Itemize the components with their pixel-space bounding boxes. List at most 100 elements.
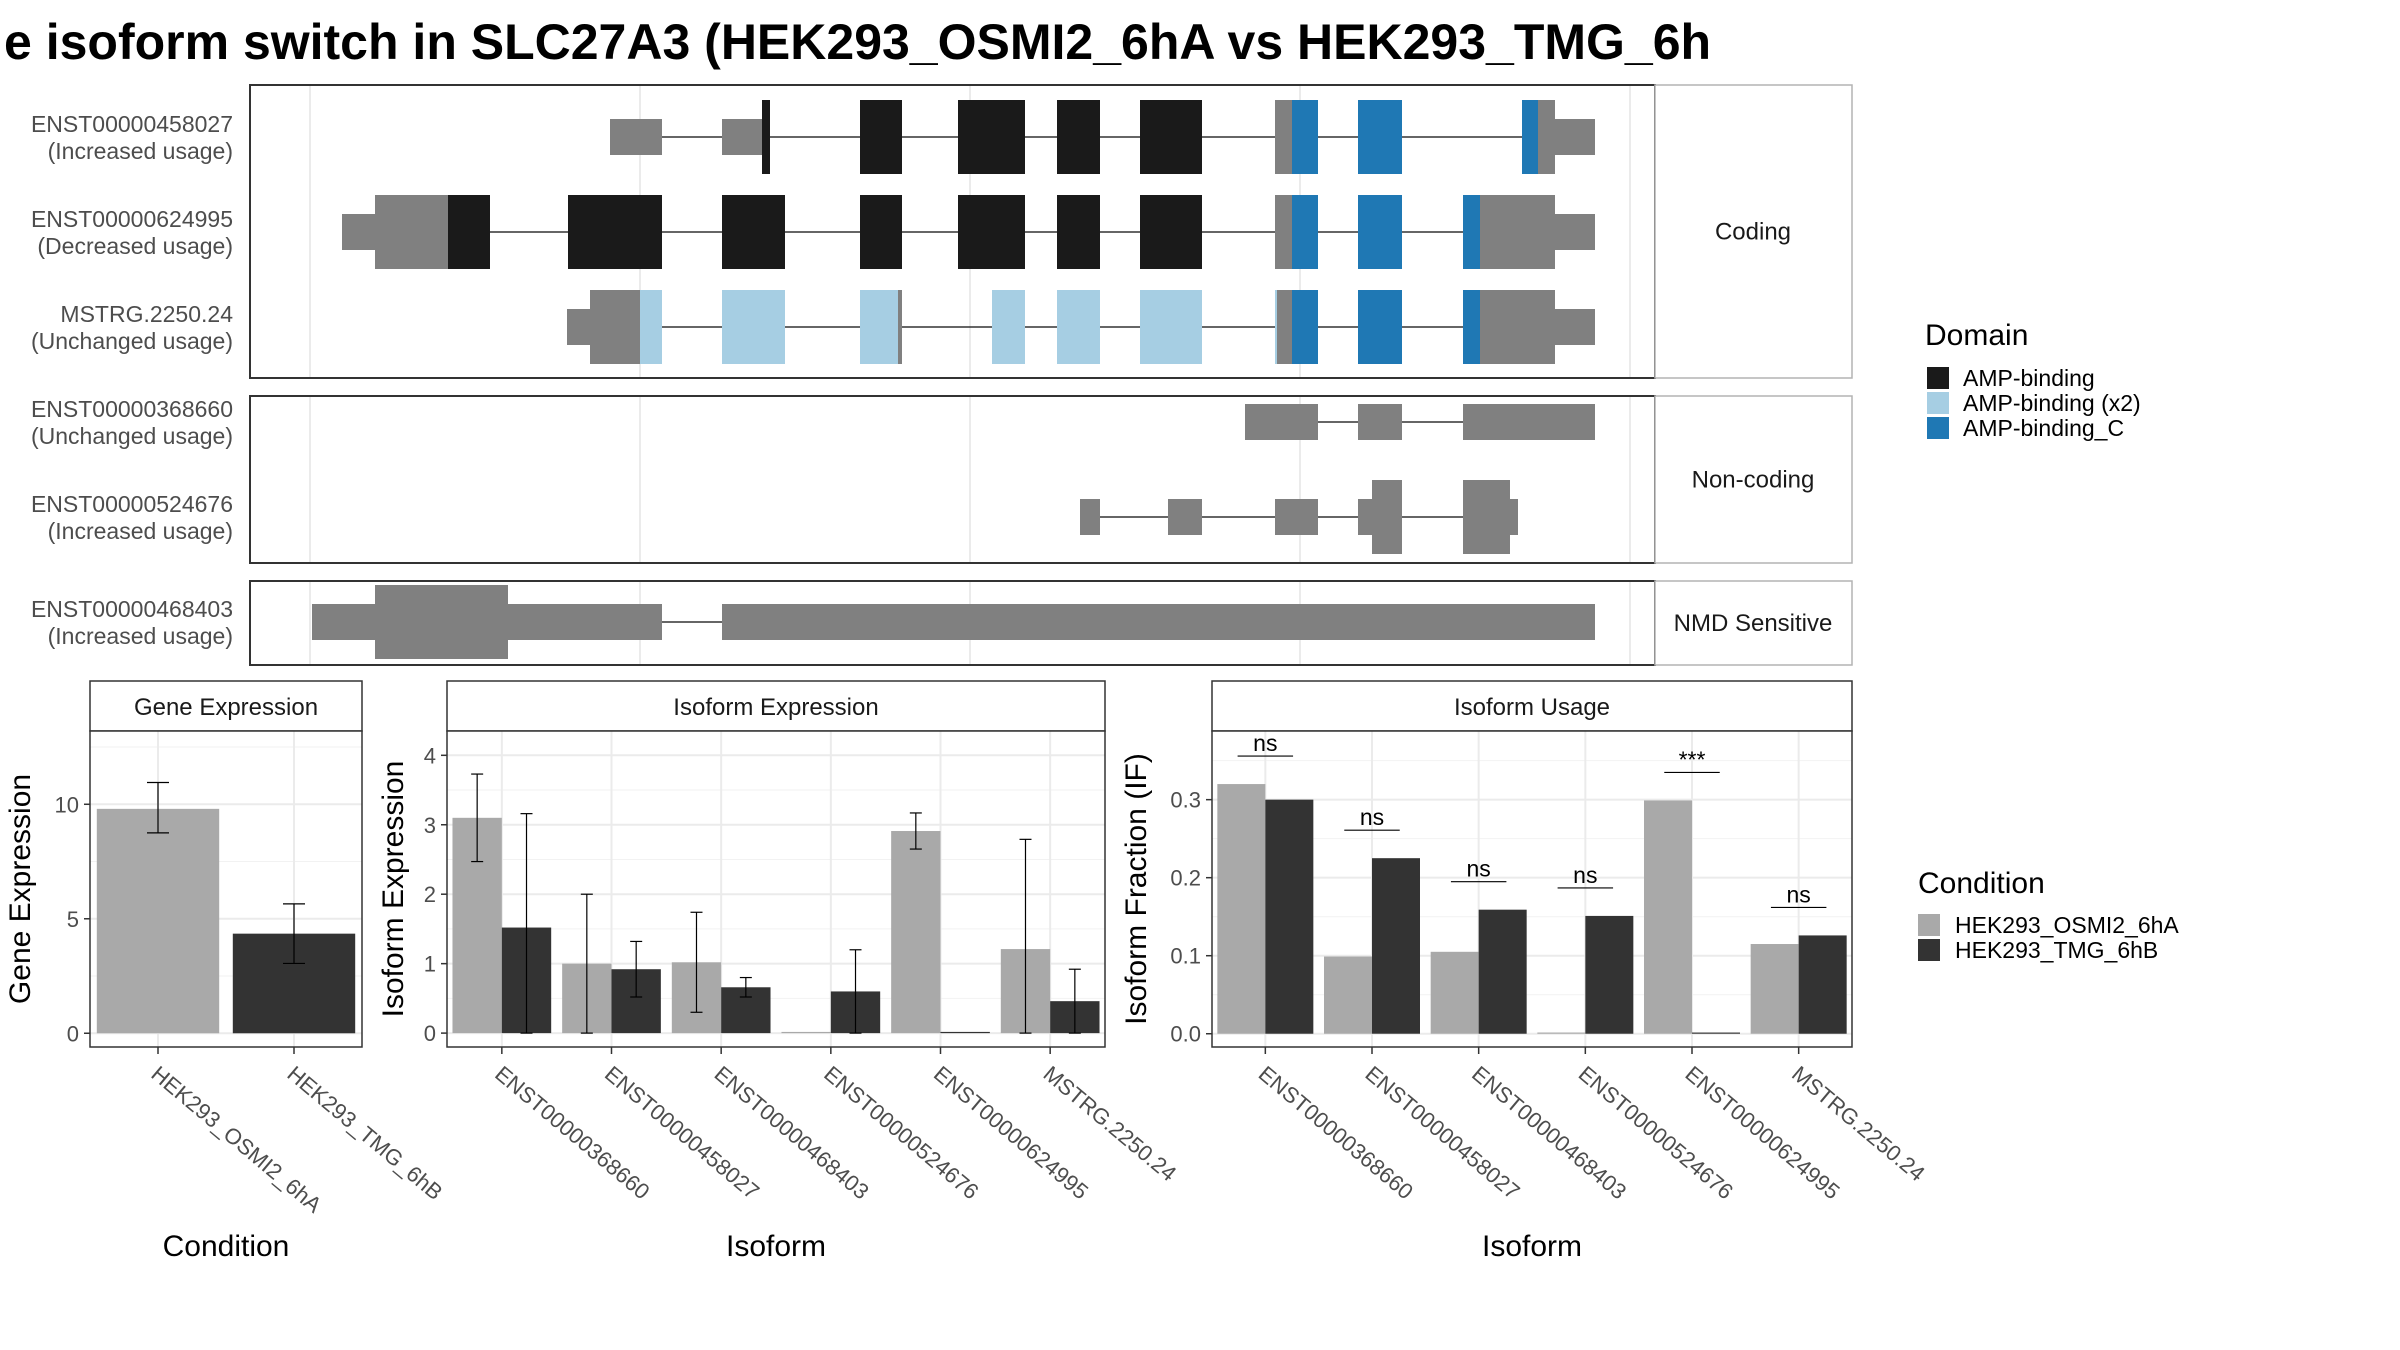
transcript-usage-label: (Decreased usage) xyxy=(37,233,233,259)
exon-block xyxy=(1277,290,1292,364)
bar xyxy=(1798,935,1847,1034)
significance-label: *** xyxy=(1679,746,1706,772)
group-strip xyxy=(1654,580,1853,666)
exon-block xyxy=(1358,499,1372,535)
exon-block xyxy=(1358,404,1402,440)
bar xyxy=(940,1031,990,1034)
bar xyxy=(1692,1032,1740,1034)
transcript-usage-label: (Increased usage) xyxy=(48,138,233,164)
transcript-id-label: ENST00000624995 xyxy=(31,206,233,232)
expression-charts: Gene Expression0510HEK293_OSMI2_6hAHEK29… xyxy=(4,680,1930,1263)
facet-strip-title: Gene Expression xyxy=(134,694,318,721)
exon-block xyxy=(992,290,1025,364)
exon-block xyxy=(1292,195,1318,269)
exon-block xyxy=(722,290,785,364)
domain-legend-key xyxy=(1927,417,1949,439)
domain-legend-key xyxy=(1927,367,1949,389)
transcript-id-label: ENST00000524676 xyxy=(31,491,233,517)
domain-legend-key xyxy=(1927,392,1949,414)
transcript-usage-label: (Unchanged usage) xyxy=(31,328,233,354)
y-axis-title: Isoform Fraction (IF) xyxy=(1120,753,1153,1025)
transcript-usage-label: (Increased usage) xyxy=(48,623,233,649)
group-strip xyxy=(1654,395,1853,564)
exon-block xyxy=(508,604,662,640)
bar xyxy=(1324,956,1372,1034)
bar xyxy=(1585,915,1634,1034)
exon-block xyxy=(1057,100,1100,174)
y-tick-label: 3 xyxy=(424,813,436,838)
facet-strip xyxy=(446,680,1106,732)
panel-border xyxy=(1211,730,1853,1048)
bar xyxy=(1265,799,1314,1034)
exon-block xyxy=(1140,195,1202,269)
y-tick-label: 0 xyxy=(424,1021,436,1046)
page-title: e isoform switch in SLC27A3 (HEK293_OSMI… xyxy=(4,14,1712,70)
significance-label: ns xyxy=(1253,730,1277,756)
bar xyxy=(1644,800,1692,1034)
exon-block xyxy=(1168,499,1202,535)
exon-block xyxy=(342,214,375,250)
y-axis-title: Gene Expression xyxy=(4,774,37,1004)
facet-strip xyxy=(1211,680,1853,732)
condition-legend-key xyxy=(1918,939,1940,961)
exon-block xyxy=(1245,404,1318,440)
condition-legend-title: Condition xyxy=(1918,867,2045,900)
x-axis-title: Condition xyxy=(163,1230,290,1263)
group-strip-label: Coding xyxy=(1715,219,1791,246)
condition-legend-label: HEK293_OSMI2_6hA xyxy=(1955,912,2179,938)
exon-block xyxy=(1555,214,1595,250)
exon-block xyxy=(1358,100,1402,174)
exon-block xyxy=(958,195,1025,269)
exon-block xyxy=(1275,195,1292,269)
bar xyxy=(1430,951,1479,1034)
x-axis-title: Isoform xyxy=(1482,1230,1582,1263)
facet-strip-title: Isoform Expression xyxy=(673,694,878,721)
bar xyxy=(1750,944,1799,1034)
exon-block xyxy=(567,309,590,345)
panel-border xyxy=(446,730,1106,1048)
domain-legend-label: AMP-binding xyxy=(1963,365,2095,391)
exon-block xyxy=(1358,290,1402,364)
exon-block xyxy=(312,604,375,640)
y-tick-label: 1 xyxy=(424,952,436,977)
significance-label: ns xyxy=(1573,862,1597,888)
y-tick-label: 10 xyxy=(55,792,79,817)
x-axis-title: Isoform xyxy=(726,1230,826,1263)
exon-block xyxy=(375,585,508,659)
exon-block xyxy=(1275,100,1292,174)
transcript-id-label: ENST00000468403 xyxy=(31,596,233,622)
exon-block xyxy=(1292,290,1318,364)
exon-block xyxy=(1463,480,1510,554)
exon-block xyxy=(1140,290,1202,364)
y-tick-label: 4 xyxy=(424,743,436,768)
significance-label: ns xyxy=(1467,856,1491,882)
y-tick-label: 0.1 xyxy=(1170,944,1201,969)
domain-legend-title: Domain xyxy=(1925,319,2028,352)
domain-legend-label: AMP-binding (x2) xyxy=(1963,390,2141,416)
exon-block xyxy=(1372,480,1402,554)
transcript-group-panel xyxy=(250,396,1655,563)
exon-block xyxy=(1057,195,1100,269)
significance-label: ns xyxy=(1787,881,1811,907)
exon-block xyxy=(640,290,662,364)
exon-block xyxy=(722,604,1595,640)
transcript-id-label: ENST00000368660 xyxy=(31,396,233,422)
y-tick-label: 0.2 xyxy=(1170,866,1201,891)
exon-block xyxy=(1538,100,1555,174)
y-tick-label: 2 xyxy=(424,882,436,907)
exon-block xyxy=(1522,100,1538,174)
exon-block xyxy=(1057,290,1100,364)
exon-block xyxy=(898,290,902,364)
exon-block xyxy=(1292,100,1318,174)
exon-block xyxy=(722,195,785,269)
exon-block xyxy=(375,195,448,269)
condition-legend-label: HEK293_TMG_6hB xyxy=(1955,937,2158,963)
y-tick-label: 5 xyxy=(67,907,79,932)
exon-block xyxy=(1555,119,1595,155)
exon-block xyxy=(860,195,902,269)
exon-block xyxy=(1080,499,1100,535)
exon-block xyxy=(1480,290,1555,364)
transcript-id-label: MSTRG.2250.24 xyxy=(60,301,233,327)
